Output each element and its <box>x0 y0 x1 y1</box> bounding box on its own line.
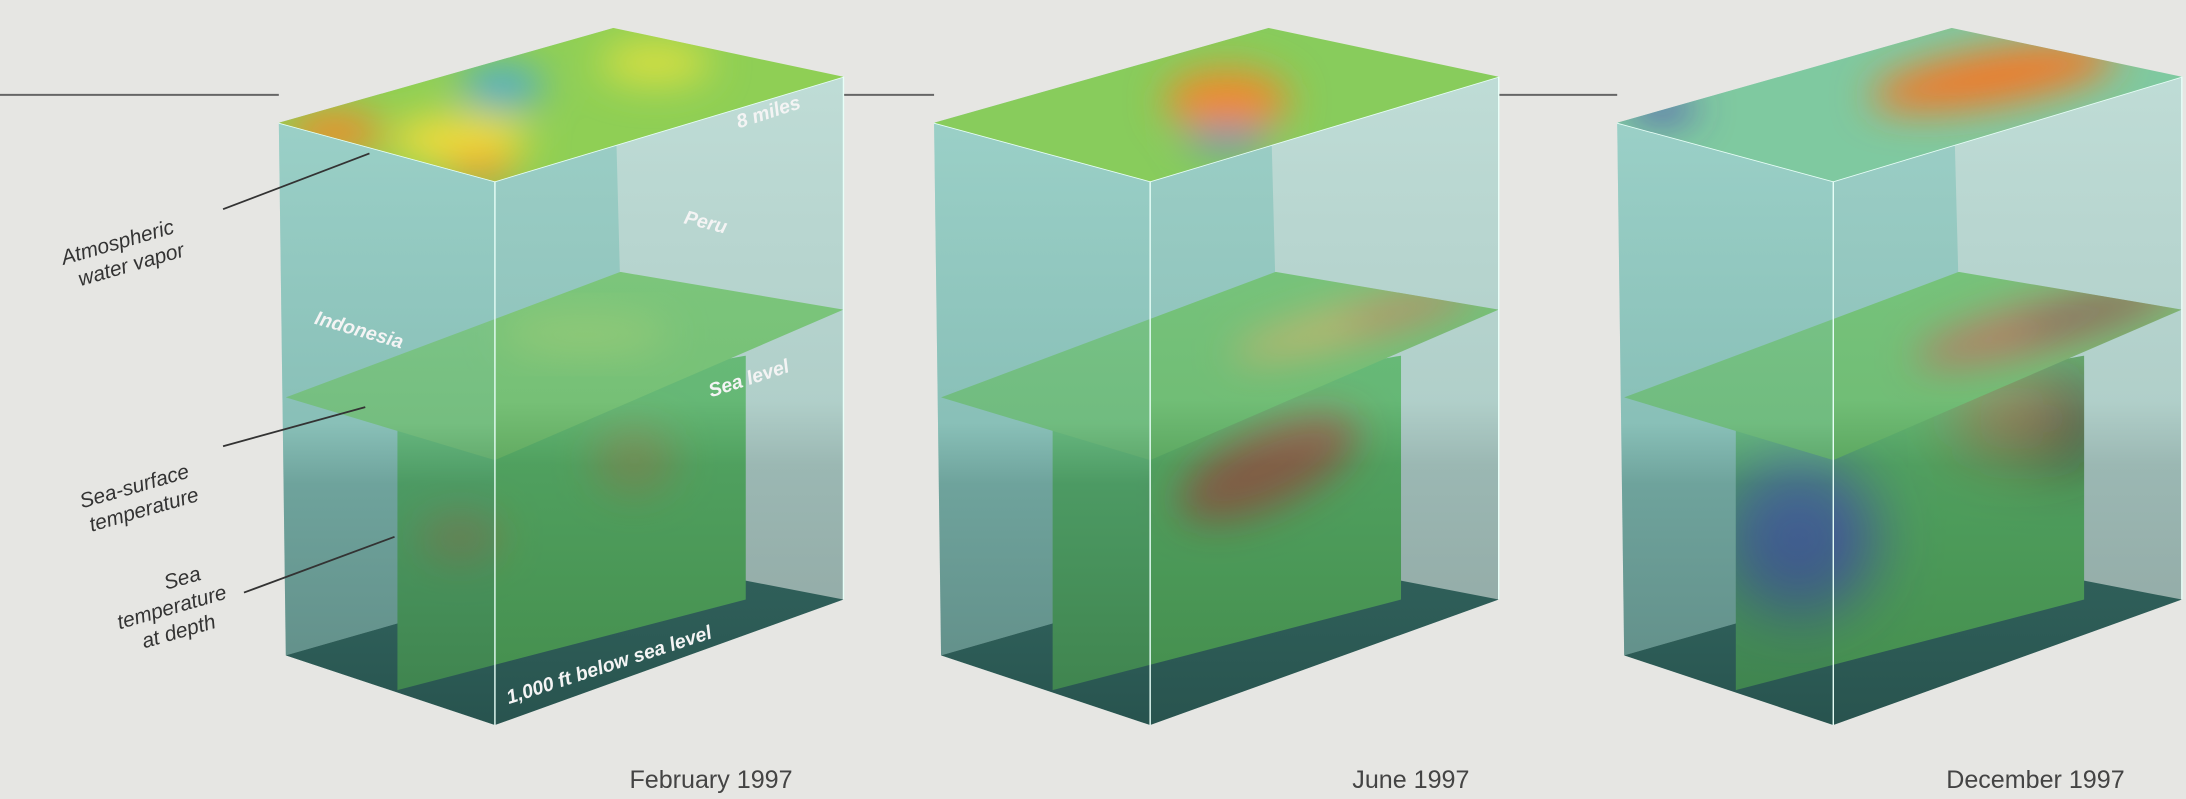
panel <box>1616 27 2183 726</box>
svg-text:Seatemperatureat depth: Seatemperatureat depth <box>108 557 237 658</box>
caption: February 1997 <box>629 766 792 794</box>
caption: June 1997 <box>1352 766 1469 794</box>
caption: December 1997 <box>1946 766 2124 794</box>
panel: 8 miles Peru Indonesia Sea level 1,000 f… <box>277 27 845 726</box>
svg-text:Atmosphericwater vapor: Atmosphericwater vapor <box>57 214 188 294</box>
panel <box>933 27 1500 726</box>
svg-text:Sea-surfacetemperature: Sea-surfacetemperature <box>77 459 201 537</box>
